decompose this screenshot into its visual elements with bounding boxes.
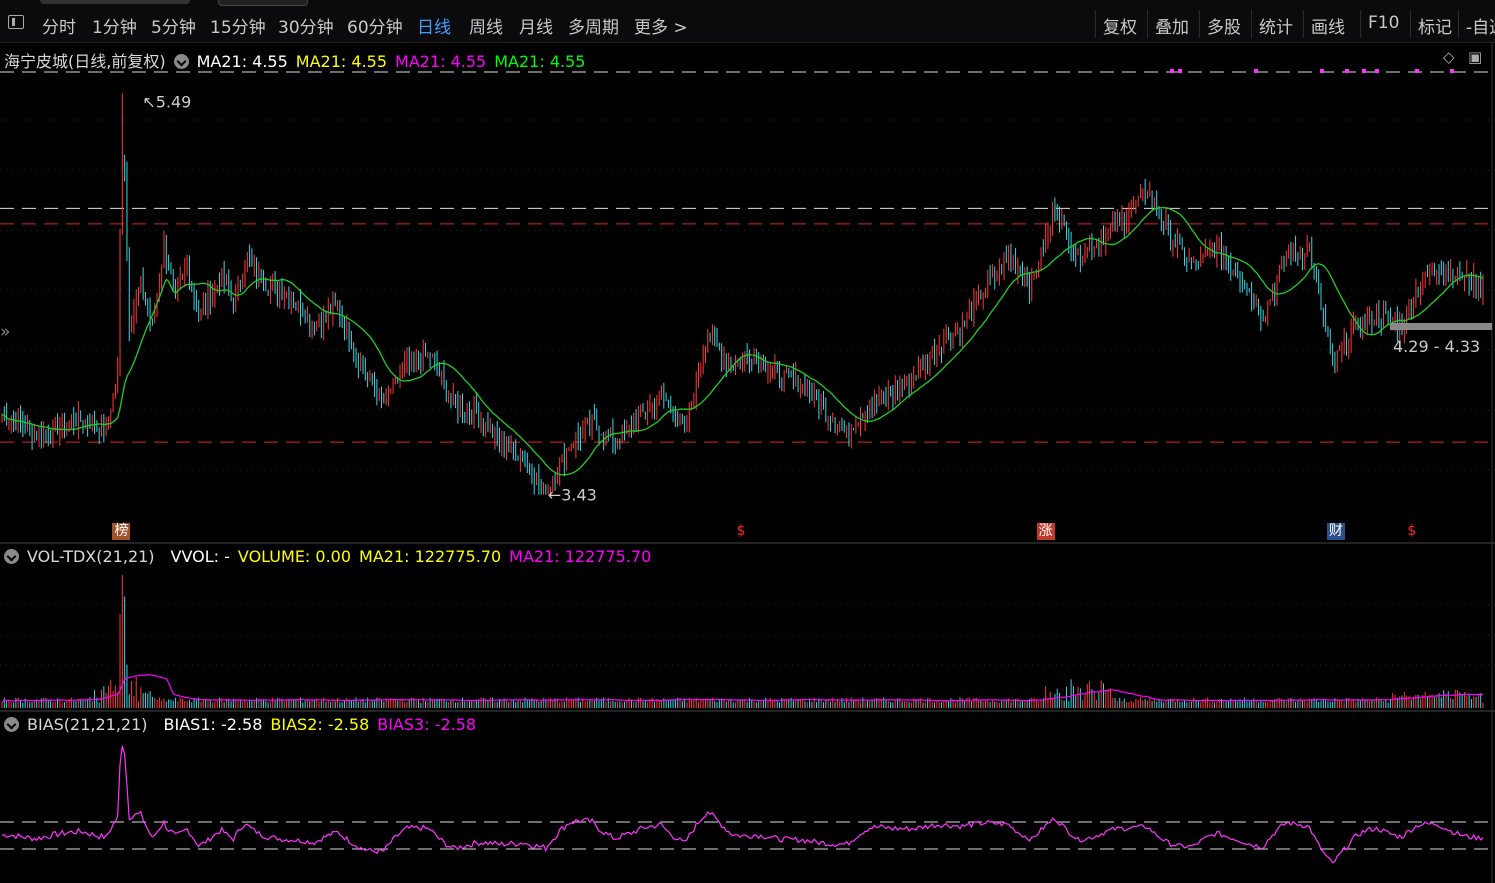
toolbar-divider	[1147, 10, 1148, 38]
bias-legend-items: BIAS1: -2.58 BIAS2: -2.58 BIAS3: -2.58	[164, 715, 485, 734]
vol-dropdown-icon[interactable]	[4, 549, 19, 564]
top-tick	[1345, 69, 1349, 73]
toolbar-divider	[1410, 10, 1411, 38]
expand-arrow-icon[interactable]: »	[0, 322, 11, 342]
top-tick	[1178, 69, 1182, 73]
legend-item: BIAS1: -2.58	[163, 715, 263, 734]
legend-item: BIAS3: -2.58	[377, 715, 477, 734]
toolbar-divider	[1251, 10, 1252, 38]
top-tick	[1415, 69, 1419, 73]
ma21-line	[1, 206, 1484, 476]
tool-button-3[interactable]: 统计	[1259, 18, 1293, 38]
tool-button-5[interactable]: F10	[1368, 13, 1400, 33]
top-tick	[1170, 69, 1174, 73]
top-tick	[1375, 69, 1379, 73]
main-legend: 海宁皮城(日线,前复权) MA21: 4.55 MA21: 4.55 MA21: 4.…	[4, 48, 601, 72]
tool-button-7[interactable]: -自选	[1466, 18, 1495, 38]
tab-period-10[interactable]: 更多 >	[634, 18, 688, 38]
top-tick	[1320, 69, 1324, 73]
vol-legend-items: VVOL: - VOLUME: 0.00 MA21: 122775.70 MA21: …	[171, 547, 660, 566]
dropdown-circle-icon[interactable]	[173, 54, 189, 69]
legend-item: BIAS2: -2.58	[270, 715, 370, 734]
bias-line	[2, 745, 1484, 864]
top-tick	[1450, 69, 1454, 73]
legend-item: MA21: 122775.70	[509, 547, 652, 566]
max-price-label: ↖5.49	[142, 92, 191, 111]
event-marker[interactable]: $	[1407, 523, 1417, 539]
event-marker[interactable]: 涨	[1036, 523, 1055, 540]
vol-ma21-line	[1, 674, 1484, 703]
tab-period-6[interactable]: 日线	[417, 18, 451, 38]
tab-period-0[interactable]: 分时	[42, 18, 76, 38]
panel-toggle-icon[interactable]: ▣	[1468, 48, 1483, 66]
event-marker[interactable]: $	[736, 523, 746, 539]
vol-legend: VOL-TDX(21,21) VVOL: - VOLUME: 0.00 MA21: 1…	[4, 547, 667, 566]
bias-legend: BIAS(21,21,21) BIAS1: -2.58 BIAS2: -2.58 BI…	[4, 715, 492, 734]
tool-button-4[interactable]: 画线	[1311, 18, 1345, 38]
tool-button-6[interactable]: 标记	[1418, 18, 1452, 38]
toolbar-divider	[1360, 10, 1361, 38]
vol-title: VOL-TDX(21,21)	[27, 547, 155, 566]
tab-period-4[interactable]: 30分钟	[278, 18, 334, 38]
event-marker[interactable]: 财	[1326, 523, 1345, 540]
event-marker[interactable]: 榜	[112, 523, 131, 540]
tab-stub	[218, 0, 308, 6]
legend-item: MA21: 4.55	[395, 52, 487, 71]
tab-period-9[interactable]: 多周期	[568, 18, 619, 38]
top-tick	[1362, 69, 1366, 73]
tab-period-7[interactable]: 周线	[469, 18, 503, 38]
legend-item: MA21: 122775.70	[359, 547, 502, 566]
legend-item: MA21: 4.55	[295, 52, 388, 71]
tab-period-5[interactable]: 60分钟	[347, 18, 403, 38]
top-tick	[1254, 69, 1258, 73]
toolbar-divider	[1199, 10, 1200, 38]
tool-button-1[interactable]: 叠加	[1155, 18, 1189, 38]
range-label: 4.29 - 4.33	[1393, 337, 1480, 356]
top-toolbar: 分时 1分钟 5分钟 15分钟 30分钟 60分钟 日线 周线 月线 多周期 更多 > 复权 叠加 多股…	[0, 0, 1495, 43]
legend-item: VOLUME: 0.00	[237, 547, 352, 566]
tool-button-0[interactable]: 复权	[1103, 18, 1137, 38]
bias-title: BIAS(21,21,21)	[27, 715, 148, 734]
toolbar-divider	[1095, 10, 1096, 38]
toolbar-divider	[1303, 10, 1304, 38]
sidebar-toggle-icon[interactable]	[8, 15, 24, 29]
legend-item: MA21: 4.55	[494, 52, 586, 71]
toolbar-divider	[1458, 10, 1459, 38]
bias-dropdown-icon[interactable]	[4, 717, 19, 732]
ma-legend-items: MA21: 4.55 MA21: 4.55 MA21: 4.55 MA21: 4.55	[197, 52, 594, 71]
range-box	[1390, 323, 1492, 330]
tab-period-8[interactable]: 月线	[519, 18, 553, 38]
legend-item: MA21: 4.55	[196, 52, 288, 71]
legend-item: VVOL: -	[170, 547, 230, 566]
tab-period-2[interactable]: 5分钟	[151, 18, 196, 38]
tool-button-2[interactable]: 多股	[1207, 18, 1241, 38]
min-price-label: ←3.43	[548, 486, 597, 505]
diamond-icon[interactable]: ◇	[1443, 48, 1455, 66]
tab-period-3[interactable]: 15分钟	[210, 18, 266, 38]
logo-stub	[40, 0, 190, 4]
tab-period-1[interactable]: 1分钟	[92, 18, 137, 38]
stock-title: 海宁皮城(日线,前复权)	[4, 52, 166, 71]
